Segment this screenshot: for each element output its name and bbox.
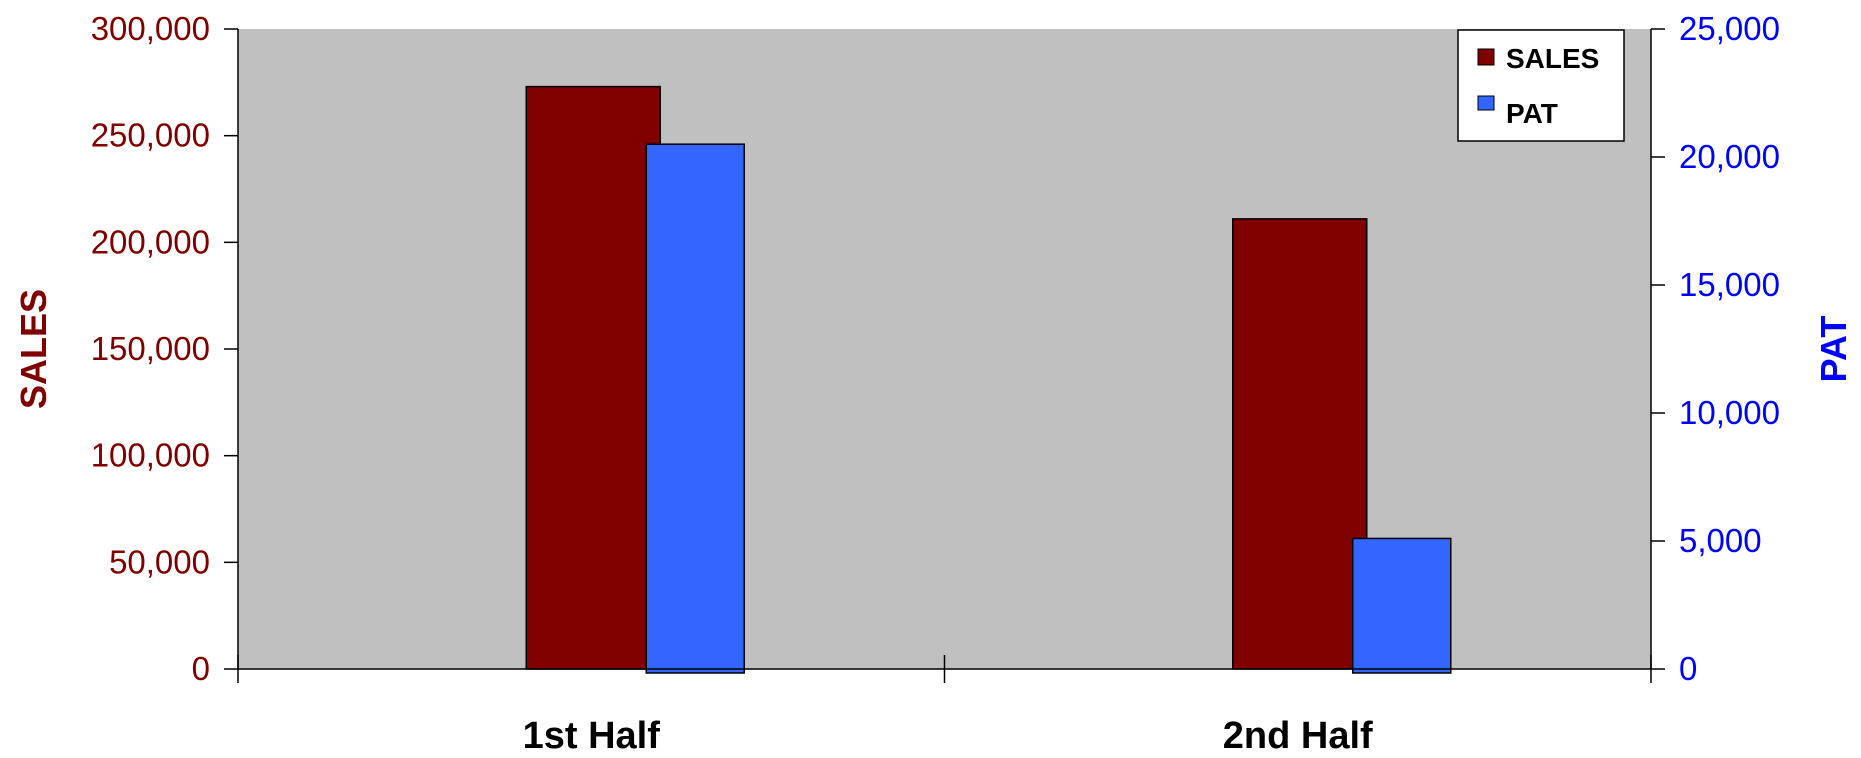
right-tick-label: 15,000: [1679, 266, 1780, 303]
right-tick-label: 20,000: [1679, 138, 1780, 175]
right-tick-label: 0: [1679, 650, 1697, 687]
left-tick-label: 50,000: [109, 543, 210, 580]
left-tick-label: 150,000: [91, 330, 210, 367]
legend: SALES PAT: [1457, 29, 1625, 142]
left-axis-title: SALES: [13, 289, 54, 409]
legend-label-sales: SALES: [1506, 43, 1599, 74]
right-tick-label: 25,000: [1679, 10, 1780, 47]
right-tick-label: 10,000: [1679, 394, 1780, 431]
left-tick-label: 300,000: [91, 10, 210, 47]
right-tick-label: 5,000: [1679, 522, 1762, 559]
right-axis-ticks: 0 5,000 10,000 15,000 20,000 25,000: [1651, 10, 1780, 687]
left-tick-label: 250,000: [91, 117, 210, 154]
bar-pat: [645, 143, 745, 674]
left-tick-label: 0: [192, 650, 210, 687]
legend-swatch-sales: [1477, 48, 1495, 66]
x-axis-ticks: 1st Half 2nd Half: [237, 655, 1652, 757]
legend-swatch-pat: [1477, 95, 1495, 111]
bars-group: [525, 85, 1452, 674]
right-axis-title: PAT: [1813, 316, 1854, 383]
bar-pat: [1352, 537, 1452, 674]
category-label: 1st Half: [523, 715, 661, 757]
left-tick-label: 100,000: [91, 437, 210, 474]
left-axis-ticks: 0 50,000 100,000 150,000 200,000 250,000 300,0…: [91, 10, 238, 687]
legend-label-pat: PAT: [1506, 98, 1558, 129]
left-tick-label: 200,000: [91, 223, 210, 260]
bar-sales: [1232, 218, 1368, 670]
category-label: 2nd Half: [1223, 715, 1373, 757]
bar-sales: [525, 85, 661, 670]
